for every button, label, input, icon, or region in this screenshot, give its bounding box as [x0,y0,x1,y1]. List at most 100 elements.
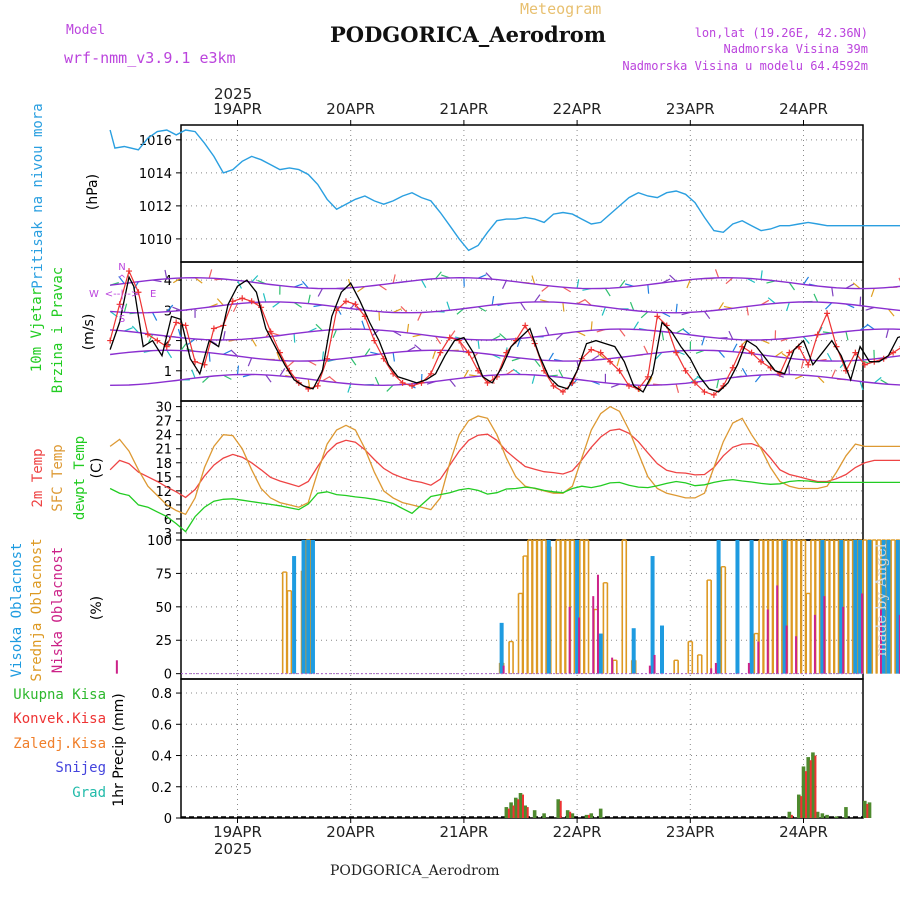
wind-direction-arrow [216,298,224,306]
precip-conv-bar [790,814,793,818]
wind-gust-marker [135,289,142,296]
wind-direction-arrow [131,325,139,333]
cloud-low-bar [115,660,118,674]
pressure-ytick-label: 1016 [139,134,172,149]
wind-direction-arrow [506,369,515,376]
wind-direction-arrow [435,271,442,279]
wind-direction-arrow [669,274,677,282]
wind-direction-arrow [647,376,653,386]
wind-direction-arrow [534,294,541,303]
wind-direction-arrow [831,369,837,379]
wind-direction-arrow [124,385,125,394]
top-day-label: 19APR [213,100,262,118]
wind-gust-marker [607,358,614,365]
wind-direction-arrow [576,331,586,337]
wind-direction-arrow [813,293,819,303]
precip-chart [181,752,872,818]
precip-conv-bar [805,771,807,818]
wind-direction-arrow [502,280,507,290]
wind-direction-arrow [619,280,626,288]
cloud-high-bar [782,540,787,674]
wind-gust-marker [352,301,359,308]
cloud-low-bar [502,665,505,674]
pressure-ytick-label: 1010 [139,233,172,248]
pressure-line [109,129,900,252]
wind-direction-arrow [251,275,259,283]
precip-ytick-label: 0.8 [151,687,172,702]
wind-direction-arrow [714,269,720,279]
wind-direction-arrow [124,327,133,332]
wind-gust-marker [116,301,123,308]
bottom-day-label: 24APR [779,823,828,841]
cloud-high-bar [735,540,740,674]
precip-total-bar [518,793,523,818]
wind-ytick-label: 4 [164,274,172,289]
cloud-high-bar [716,540,721,674]
cloud-low-bar [861,593,864,674]
wind-direction-arrow [357,286,366,293]
cloud-chart [115,539,900,675]
top-day-label: 23APR [666,100,715,118]
cloud-low-bar [611,657,614,674]
wind-gust-marker [522,322,529,329]
wind-gust-marker [729,364,736,371]
cloud-low-bar [747,662,750,674]
legend-total-rain: Ukupna Kisa [13,687,106,703]
wind-gust-marker [710,391,717,398]
precip-ytick-label: 0 [164,812,172,827]
cloud-ytick-label: 0 [164,668,172,683]
wind-direction-arrow [866,323,875,330]
cloud-low-bar [568,606,571,674]
temp-2m-line [109,428,900,499]
wind-direction-arrow [675,327,685,334]
footer-station: PODGORICA_Aerodrom [330,863,500,879]
wind-gust-marker [126,268,133,275]
cloud-high-bar [895,540,900,674]
wind-gust-marker [748,349,755,356]
precip-total-bar [532,810,537,818]
cloud-high-bar [306,540,311,674]
model-name: wrf-nmm_v3.9.1 e3km [64,49,236,67]
wind-direction-arrow [746,306,749,316]
cloud-label-mid: Srednja Oblacnost [29,538,45,681]
wind-direction-arrow [223,374,232,380]
wind-direction-arrow [576,299,586,305]
wind-direction-arrow [317,288,323,297]
wind-direction-arrow [449,330,456,339]
wind-direction-arrow [118,276,125,284]
wind-direction-arrow [321,351,325,361]
top-day-label: 20APR [326,100,375,118]
wind-direction-arrow [519,302,526,311]
precip-total-bar [504,807,509,818]
pressure-frame [180,124,864,263]
wind-direction-arrow [276,351,281,361]
wind-direction-arrow [562,286,571,293]
cloud-low-bar [648,665,651,674]
precip-conv-bar [800,796,803,818]
wind-gust-marker [805,361,812,368]
precip-conv-bar [512,805,515,818]
wind-direction-arrow [647,284,650,294]
wind-gust-marker [861,361,868,368]
precip-conv-bar [588,814,591,818]
temp-unit: (C) [89,458,105,479]
wind-direction-arrow [347,383,352,393]
wind-direction-arrow [146,377,153,383]
temp-ytick-label: 9 [164,499,172,514]
cloud-low-bar [842,606,845,674]
temp-label-sfc: SFC Temp [50,444,66,511]
wind-gust-marker [173,319,180,326]
wind-gust-marker [644,373,651,380]
precip-total-bar [815,811,820,818]
wind-direction-arrow [845,331,849,341]
wind-direction-arrow [208,269,213,279]
wind-direction-arrow [686,279,691,289]
wind-direction-arrow [817,375,825,384]
wind-direction-arrow [845,283,855,289]
cloud-low-bar [592,596,595,674]
wind-direction-arrow [374,376,380,386]
wind-gust-marker [409,382,416,389]
wind-direction-arrow [232,303,239,313]
wind-gust-marker [701,388,708,395]
